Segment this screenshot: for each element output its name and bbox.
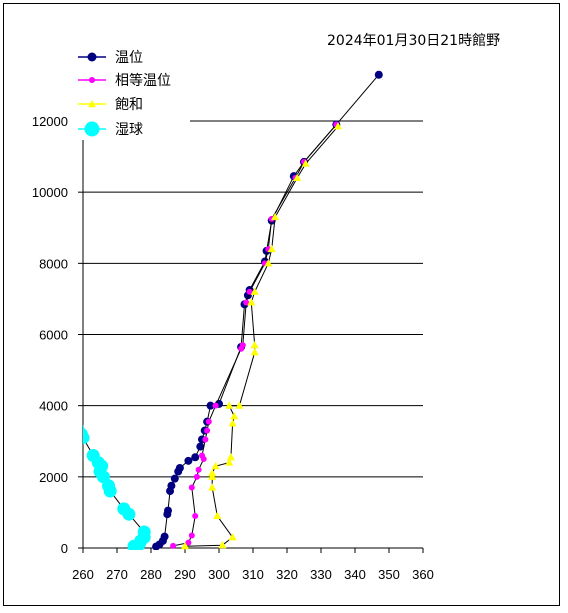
point-series2-8 bbox=[199, 452, 205, 459]
point-series3-18 bbox=[264, 259, 273, 267]
point-series3-11 bbox=[230, 412, 239, 420]
point-series3-4 bbox=[208, 483, 217, 491]
series-4 bbox=[83, 424, 151, 550]
y-tick-label-12000: 12000 bbox=[32, 114, 68, 129]
point-series3-17 bbox=[250, 287, 259, 295]
point-series3-22 bbox=[301, 159, 310, 167]
point-series3-6 bbox=[208, 469, 217, 477]
point-series1-5 bbox=[164, 506, 172, 515]
legend-label-2: 相等温位 bbox=[115, 72, 171, 89]
axes bbox=[78, 120, 424, 553]
point-series3-2 bbox=[228, 533, 237, 541]
x-tick-label-310: 310 bbox=[242, 567, 264, 582]
point-series3-15 bbox=[250, 340, 259, 349]
point-series2-16 bbox=[246, 288, 253, 295]
point-series1-7 bbox=[167, 481, 176, 490]
x-tick-label-330: 330 bbox=[310, 567, 332, 582]
point-series3-14 bbox=[250, 348, 259, 356]
series-line-1 bbox=[155, 74, 380, 548]
point-series3-9 bbox=[226, 453, 235, 461]
x-tick-label-350: 350 bbox=[378, 567, 400, 582]
legend-label-1: 温位 bbox=[115, 50, 143, 66]
x-tick-label-360: 360 bbox=[412, 567, 434, 582]
point-series2-11 bbox=[205, 418, 212, 425]
legend-bg-4 bbox=[76, 118, 186, 140]
legend-bg-1 bbox=[76, 46, 186, 68]
point-series1-3 bbox=[160, 532, 169, 541]
legend-label-4: 湿球 bbox=[115, 122, 143, 138]
y-tick-labels: 0 2000 4000 6000 8000 10000 12000 bbox=[32, 114, 68, 556]
y-tick-label-10000: 10000 bbox=[32, 185, 68, 200]
point-series3-19 bbox=[267, 244, 276, 253]
x-tick-label-340: 340 bbox=[344, 567, 366, 582]
point-series2-1 bbox=[185, 539, 192, 546]
y-tick-label-8000: 8000 bbox=[39, 256, 68, 271]
x-tick-label-280: 280 bbox=[140, 567, 162, 582]
point-series4-16 bbox=[83, 424, 85, 433]
series-group bbox=[83, 70, 383, 550]
point-series2-6 bbox=[195, 466, 202, 473]
x-tick-label-300: 300 bbox=[208, 567, 230, 582]
series-1 bbox=[152, 70, 383, 550]
point-series3-13 bbox=[235, 401, 244, 409]
point-series2-3 bbox=[192, 512, 199, 519]
point-series3-3 bbox=[213, 511, 222, 520]
point-series4-13 bbox=[86, 448, 100, 462]
legend-bg-2 bbox=[76, 69, 186, 91]
point-series2-4 bbox=[188, 484, 195, 491]
x-tick-label-270: 270 bbox=[106, 567, 128, 582]
legend-label-3: 飽和 bbox=[115, 96, 143, 113]
point-series4-15 bbox=[83, 427, 88, 441]
point-series1-12 bbox=[191, 453, 200, 462]
series-3 bbox=[180, 122, 343, 550]
point-series2-2 bbox=[188, 532, 195, 539]
legend-bg-3 bbox=[76, 93, 186, 115]
point-series3-7 bbox=[211, 461, 220, 470]
y-tick-label-4000: 4000 bbox=[39, 399, 68, 414]
y-tick-label-2000: 2000 bbox=[39, 470, 68, 485]
point-series3-16 bbox=[247, 298, 256, 306]
point-series4-4 bbox=[137, 525, 151, 539]
point-series1-13 bbox=[196, 442, 205, 451]
point-series2-10 bbox=[204, 427, 211, 434]
point-series3-20 bbox=[271, 212, 280, 221]
point-series2-12 bbox=[212, 402, 219, 409]
point-series1-29 bbox=[374, 70, 383, 79]
point-series3-8 bbox=[225, 458, 234, 466]
point-series3-21 bbox=[293, 173, 302, 181]
point-series1-8 bbox=[170, 474, 179, 483]
x-tick-labels: 260 270 280 290 300 310 320 330 340 350 360 bbox=[72, 567, 434, 582]
point-series3-23 bbox=[333, 122, 343, 130]
point-series2-5 bbox=[193, 473, 200, 480]
grid-lines bbox=[83, 120, 423, 478]
y-tick-label-0: 0 bbox=[61, 541, 68, 556]
series-line-2 bbox=[172, 124, 337, 547]
legend-marker-1 bbox=[87, 52, 97, 62]
point-series3-0 bbox=[180, 541, 190, 550]
legend-marker-3 bbox=[88, 100, 96, 108]
legend-marker-4 bbox=[84, 121, 100, 137]
chart-title: 2024年01月30日21時館野 bbox=[327, 32, 500, 49]
point-series3-10 bbox=[228, 419, 237, 427]
series-line-3 bbox=[184, 125, 339, 547]
point-series3-5 bbox=[208, 472, 217, 480]
point-series2-0 bbox=[170, 542, 177, 549]
point-series1-17 bbox=[206, 401, 215, 410]
legend-marker-2 bbox=[89, 77, 95, 83]
point-series2-14 bbox=[239, 342, 246, 349]
point-series2-9 bbox=[202, 436, 209, 443]
y-tick-label-6000: 6000 bbox=[39, 328, 68, 343]
point-series4-6 bbox=[117, 502, 131, 516]
point-series3-12 bbox=[225, 401, 234, 409]
point-series2-15 bbox=[243, 299, 250, 306]
point-series1-11 bbox=[184, 456, 193, 465]
x-tick-label-320: 320 bbox=[276, 567, 298, 582]
x-tick-label-290: 290 bbox=[174, 567, 196, 582]
x-tick-label-260: 260 bbox=[72, 567, 94, 582]
point-series1-10 bbox=[175, 463, 184, 472]
point-series3-1 bbox=[218, 540, 227, 549]
series-2 bbox=[170, 121, 340, 549]
